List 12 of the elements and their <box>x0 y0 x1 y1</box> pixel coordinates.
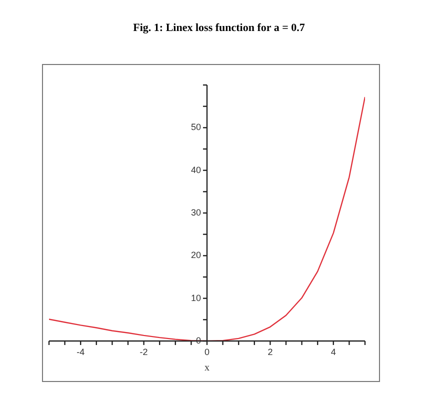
x-tick-label: -4 <box>76 346 85 357</box>
y-tick-label: 50 <box>190 122 201 132</box>
x-tick-label: -2 <box>140 346 148 357</box>
y-tick-label: 10 <box>190 292 201 303</box>
x-axis-title: x <box>204 362 210 374</box>
y-tick-label: 30 <box>190 207 201 218</box>
x-tick-label: 0 <box>204 346 210 357</box>
x-tick-label: 2 <box>268 346 273 357</box>
y-tick-label: 20 <box>190 250 201 260</box>
chart-title: Fig. 1: Linex loss function for a = 0.7 <box>132 22 306 34</box>
x-tick-label: 4 <box>330 346 336 357</box>
y-tick-label: 40 <box>190 164 201 175</box>
